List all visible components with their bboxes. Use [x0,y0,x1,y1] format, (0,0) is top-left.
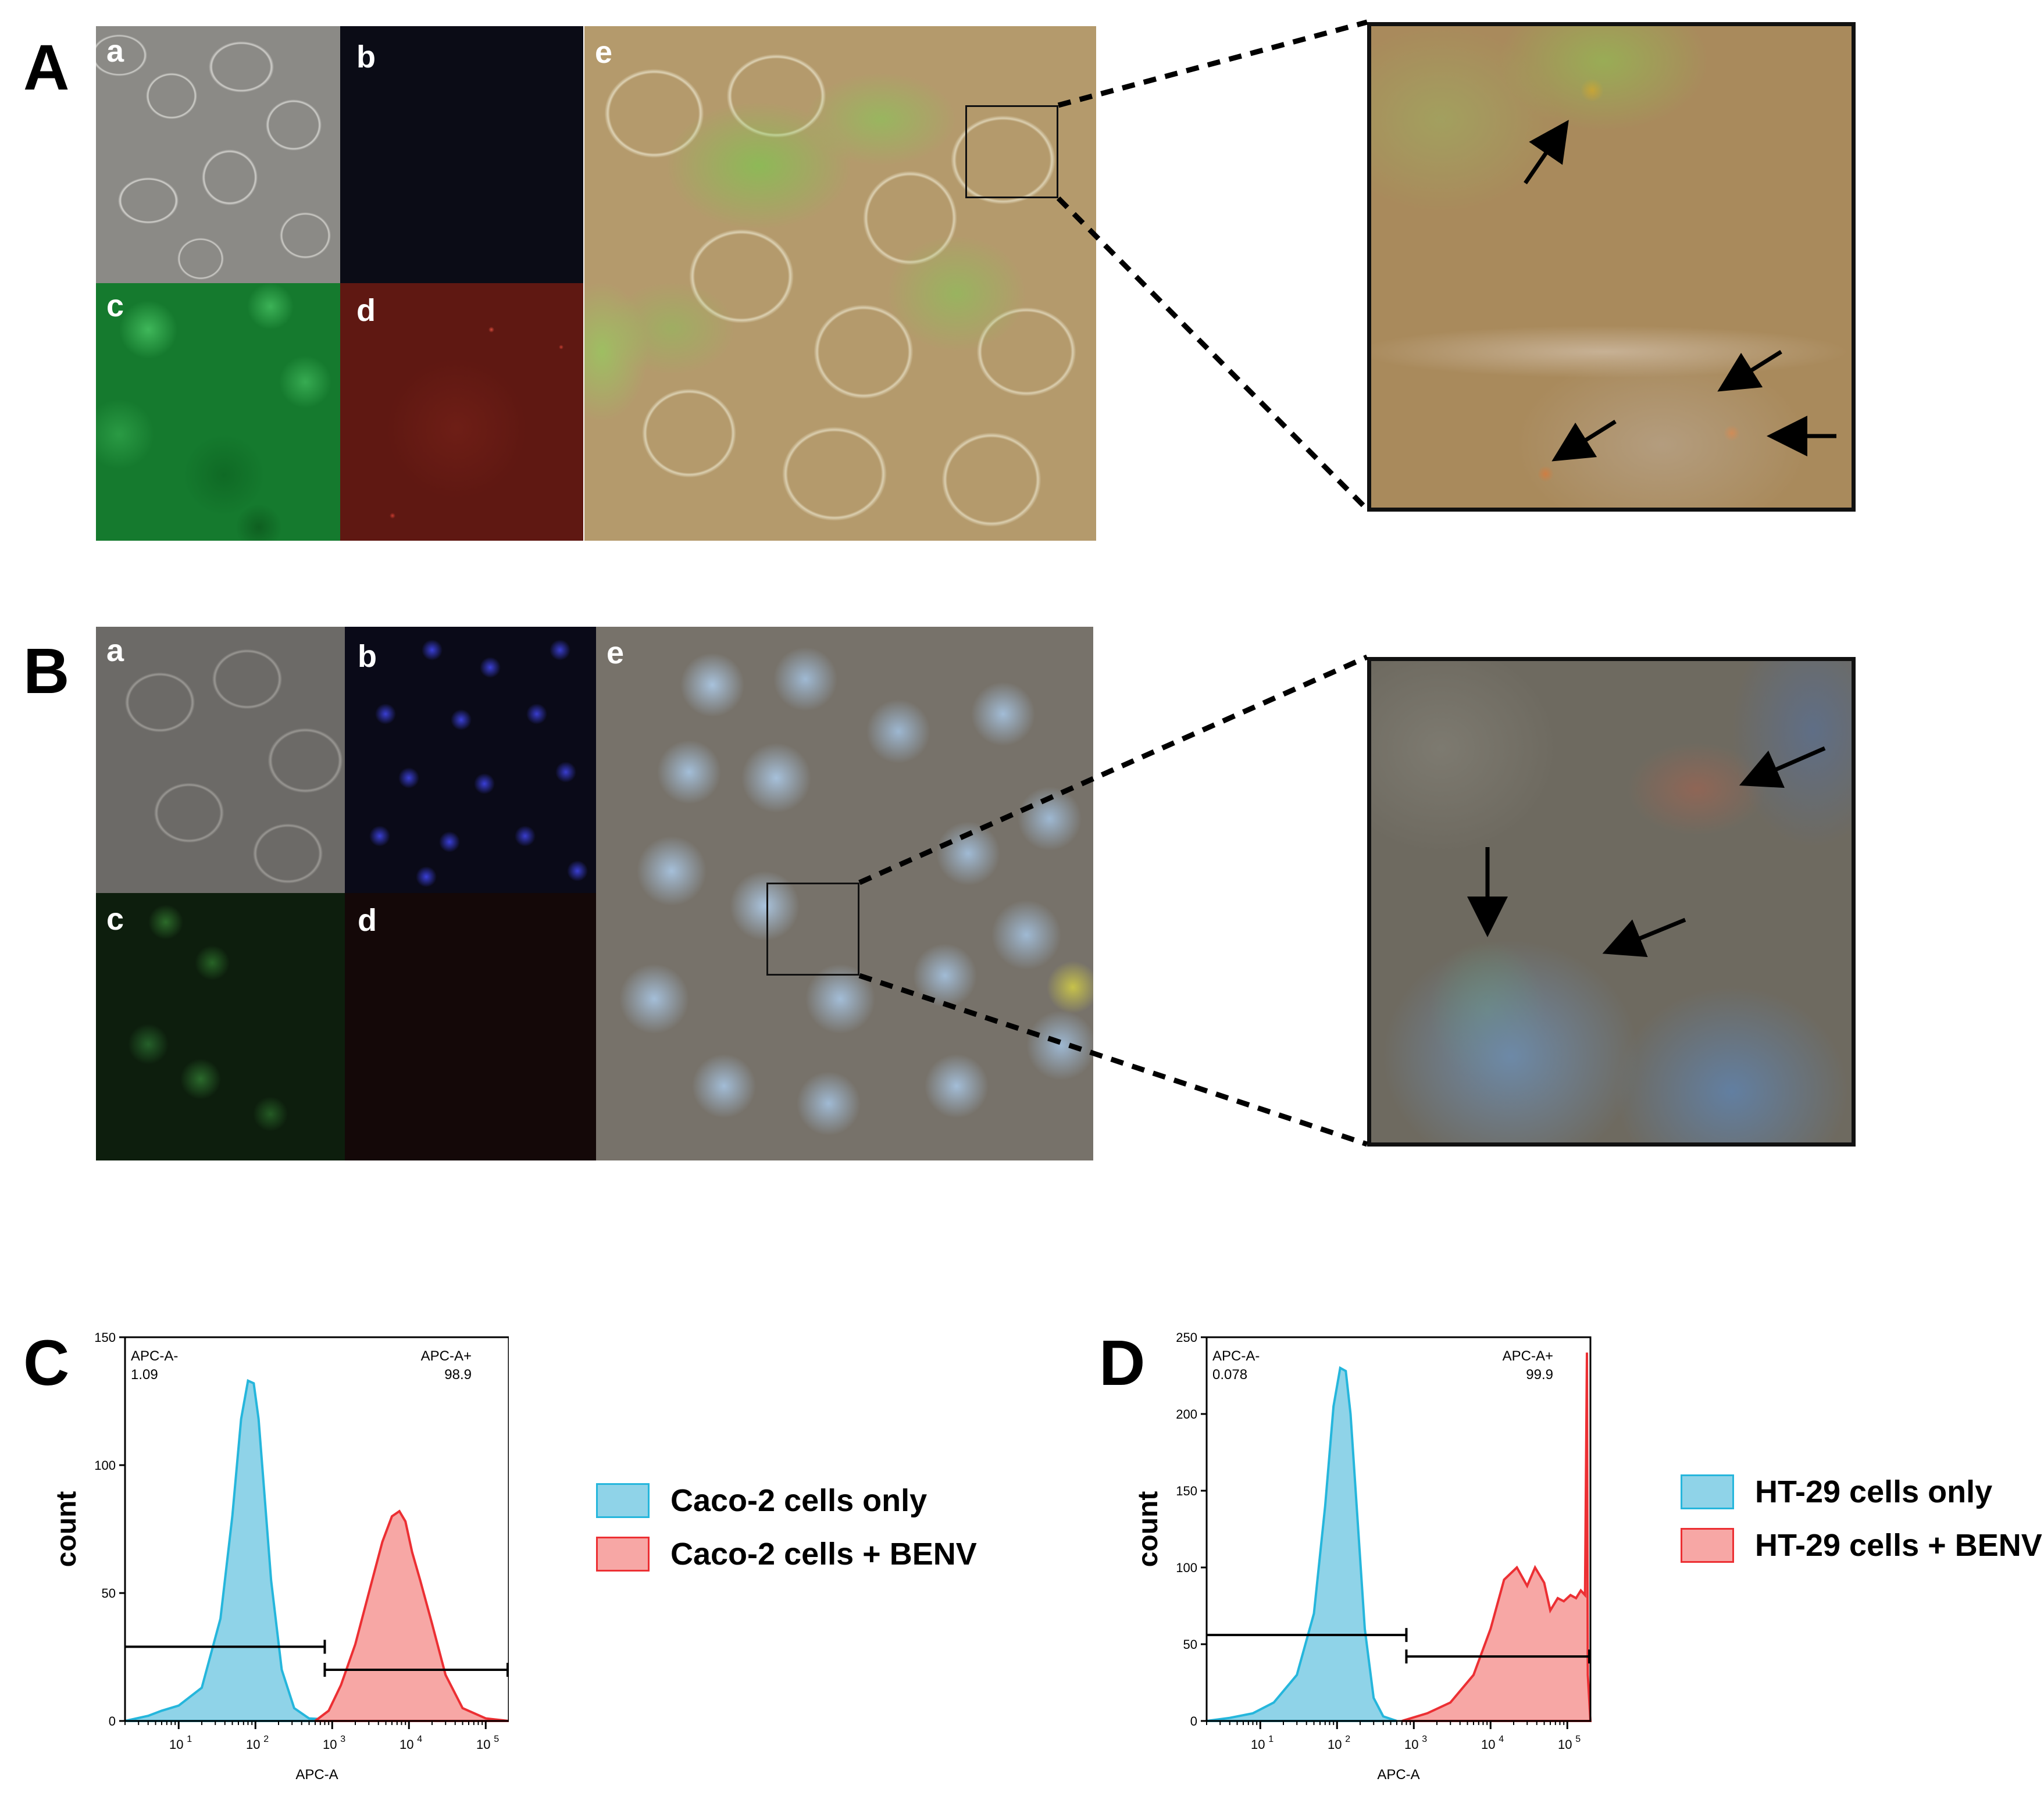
micrograph-b-dapi: b [345,627,596,893]
legend-swatch-cyan [1681,1474,1734,1509]
zoom-region-box [766,883,859,976]
gate-positive-value: 98.9 [444,1367,472,1383]
legend-label: Caco-2 cells only [670,1483,928,1518]
y-tick-label: 150 [1176,1484,1197,1498]
y-tick-label: 250 [1176,1330,1197,1345]
gate-negative-value: 1.09 [131,1367,158,1383]
legend-label: HT-29 cells + BENV [1755,1528,2042,1563]
subpanel-label: a [106,34,124,69]
arrow [1524,120,1569,184]
legend-item: HT-29 cells only [1681,1474,1992,1510]
callout-line [1056,196,1369,512]
arrow [1717,350,1782,392]
gate-positive-label: APC-A+ [1503,1348,1553,1364]
micrograph-d-red: d [340,283,583,541]
plot-frame [1205,1336,1592,1722]
micrograph-d-red: d [345,893,596,1160]
arrow [1739,746,1826,788]
x-tick-exponent: 3 [1422,1734,1427,1744]
x-tick-label: 10 [1251,1737,1265,1752]
x-tick-exponent: 5 [1575,1734,1581,1744]
micrograph-b-dapi: b [340,26,583,283]
y-tick-label: 100 [94,1458,116,1473]
y-tick-label: 50 [1183,1637,1197,1652]
subpanel-label: c [106,288,124,323]
zoom-arrows-b [1467,746,1826,958]
y-tick-label: 200 [1176,1407,1197,1422]
series-area [314,1509,509,1722]
y-axis-label: count [51,1491,82,1567]
micrograph-a-brightfield: a [96,627,345,893]
subpanel-label: b [356,40,376,74]
x-tick-label: 10 [1558,1737,1572,1752]
series-area [1401,1352,1592,1722]
x-tick-label: 10 [169,1737,183,1752]
subpanel-label: c [106,902,124,937]
x-tick-exponent: 1 [187,1734,192,1744]
panel-label-c: C [23,1327,70,1399]
gate-negative-value: 0.078 [1212,1367,1247,1383]
gate-negative-label: APC-A- [131,1348,178,1364]
x-tick-label: 10 [1481,1737,1495,1752]
arrow [1602,917,1686,958]
callout-line [1057,19,1368,108]
gate-positive-label: APC-A+ [421,1348,472,1364]
series-area [1206,1366,1397,1722]
y-tick-label: 50 [102,1586,116,1601]
x-axis-label: APC-A [295,1767,338,1783]
legend-label: Caco-2 cells + BENV [670,1537,977,1572]
x-tick-exponent: 4 [417,1734,422,1744]
panel-label-a: A [23,32,70,103]
zoom-inset-a [1367,22,1856,512]
x-tick-exponent: 4 [1499,1734,1504,1744]
y-tick-label: 0 [109,1714,116,1729]
legend-item: Caco-2 cells only [596,1483,927,1519]
subpanel-label: e [595,35,613,70]
legend-label: HT-29 cells only [1755,1474,1993,1509]
series-area [124,1379,356,1722]
panel-label-b: B [23,635,70,707]
x-tick-exponent: 3 [340,1734,345,1744]
micrograph-c-green: c [96,283,340,541]
legend-swatch-red [596,1537,650,1572]
legend-item: HT-29 cells + BENV [1681,1527,2042,1563]
x-tick-exponent: 2 [263,1734,269,1744]
panel-label-d: D [1099,1327,1146,1399]
subpanel-label: d [358,903,377,938]
x-tick-label: 10 [246,1737,260,1752]
subpanel-label: a [106,633,124,668]
subpanel-label: e [607,635,625,670]
micrograph-e-merge: e [584,26,1096,541]
x-axis-label: APC-A [1377,1767,1419,1783]
x-tick-label: 10 [1404,1737,1418,1752]
y-tick-label: 0 [1190,1714,1197,1729]
x-tick-exponent: 1 [1268,1734,1274,1744]
zoom-region-box [965,105,1058,198]
y-tick-label: 100 [1176,1560,1197,1575]
zoom-inset-b [1367,657,1856,1147]
plot-frame [124,1336,509,1722]
y-tick-label: 150 [94,1330,116,1345]
x-tick-exponent: 5 [494,1734,499,1744]
zoom-arrows-a [1524,120,1836,462]
gate-positive-value: 99.9 [1526,1367,1553,1383]
subpanel-label: d [356,293,376,328]
micrograph-c-green: c [96,893,345,1160]
legend-item: Caco-2 cells + BENV [596,1536,977,1572]
micrograph-a-brightfield: a [96,26,340,283]
y-axis-label: count [1133,1491,1164,1567]
x-tick-exponent: 2 [1345,1734,1350,1744]
gate-negative-label: APC-A- [1212,1348,1260,1364]
x-tick-label: 10 [476,1737,490,1752]
micrograph-e-merge: e [596,627,1093,1160]
subpanel-label: b [358,639,377,674]
arrow [1551,420,1617,462]
x-tick-label: 10 [1328,1737,1342,1752]
x-tick-label: 10 [323,1737,337,1752]
legend-swatch-red [1681,1528,1734,1563]
legend-swatch-cyan [596,1483,650,1518]
x-tick-label: 10 [399,1737,413,1752]
